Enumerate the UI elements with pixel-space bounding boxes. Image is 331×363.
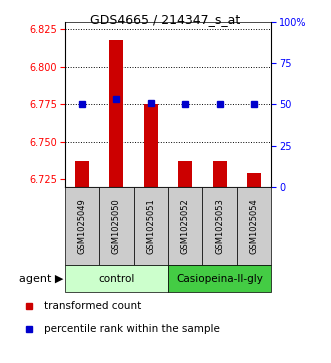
Text: GSM1025054: GSM1025054 <box>250 198 259 254</box>
Text: GSM1025050: GSM1025050 <box>112 198 121 254</box>
Bar <box>144 104 158 187</box>
Text: control: control <box>98 274 134 284</box>
Bar <box>65 265 168 292</box>
Bar <box>237 187 271 265</box>
Text: GSM1025051: GSM1025051 <box>146 198 155 254</box>
Bar <box>247 174 261 187</box>
Bar <box>203 187 237 265</box>
Text: Casiopeina-II-gly: Casiopeina-II-gly <box>176 274 263 284</box>
Text: agent ▶: agent ▶ <box>19 274 63 284</box>
Text: GSM1025052: GSM1025052 <box>181 198 190 254</box>
Bar <box>168 187 203 265</box>
Bar <box>133 187 168 265</box>
Text: GSM1025053: GSM1025053 <box>215 198 224 254</box>
Text: GSM1025049: GSM1025049 <box>77 198 86 254</box>
Bar <box>65 187 99 265</box>
Text: transformed count: transformed count <box>44 301 141 311</box>
Text: GDS4665 / 214347_s_at: GDS4665 / 214347_s_at <box>90 13 241 26</box>
Bar <box>178 162 192 187</box>
Bar <box>99 187 133 265</box>
Bar <box>109 40 123 187</box>
Bar <box>168 265 271 292</box>
Bar <box>213 162 227 187</box>
Text: percentile rank within the sample: percentile rank within the sample <box>44 324 220 334</box>
Bar <box>75 162 89 187</box>
